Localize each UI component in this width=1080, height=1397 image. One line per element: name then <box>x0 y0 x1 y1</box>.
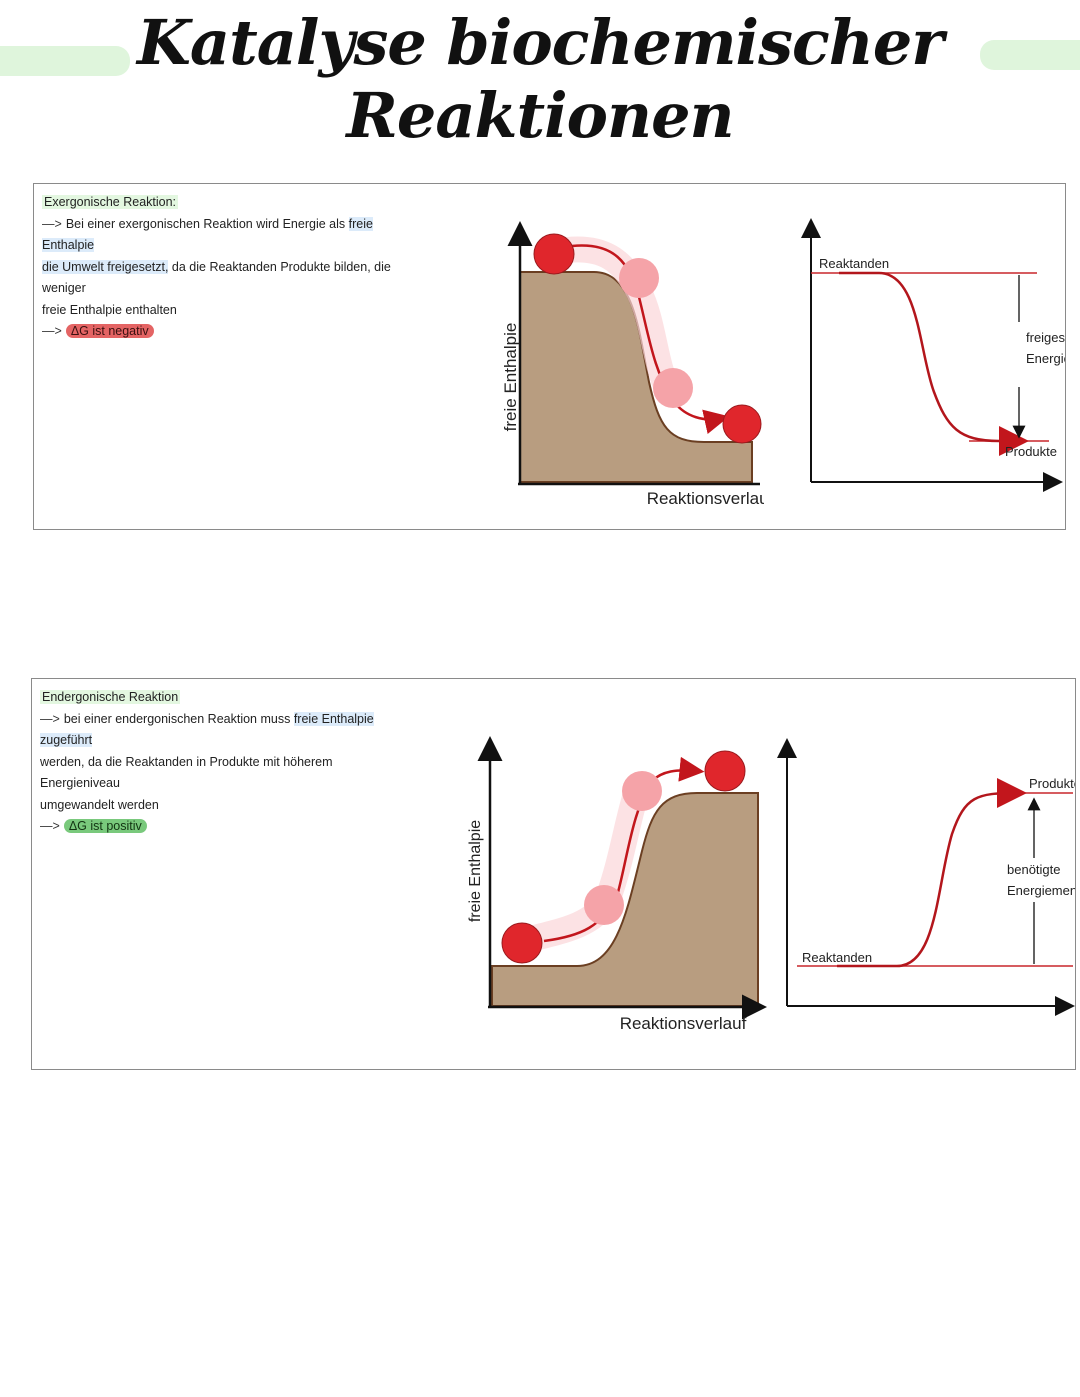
hill-x-label: Reaktionsverlauf <box>647 489 764 508</box>
product-label: Produkte <box>1029 776 1075 791</box>
ball-faded <box>653 368 693 408</box>
title-highlight-left <box>0 46 130 76</box>
ball-faded <box>622 771 662 811</box>
exergonic-panel: Exergonische Reaktion: —> Bei einer exerg… <box>33 183 1066 530</box>
reactant-label: Reaktanden <box>819 256 889 271</box>
ball-end <box>704 750 746 792</box>
hill-y-label: freie Enthalpie <box>467 820 484 922</box>
exergonic-heading: Exergonische Reaktion: <box>42 195 179 209</box>
endergonic-hill-diagram: freie Enthalpie Reaktionsverlauf <box>467 736 767 1033</box>
ball-faded <box>619 258 659 298</box>
hill-x-label: Reaktionsverlauf <box>620 1014 747 1033</box>
energy-label-1: freigesetzte <box>1026 330 1065 345</box>
endergonic-text-3: umgewandelt werden <box>40 797 159 812</box>
page-title: Katalyse biochemischer Reaktionen <box>137 6 944 152</box>
product-label: Produkte <box>1005 444 1057 459</box>
endergonic-text-2: werden, da die Reaktanden in Produkte mi… <box>40 754 333 791</box>
endergonic-panel: Endergonische Reaktion —> bei einer ender… <box>31 678 1076 1070</box>
arrow-icon: —> <box>42 216 62 231</box>
energy-label-1: benötigte <box>1007 862 1061 877</box>
title-highlight-right <box>980 40 1080 70</box>
exergonic-energy-curve: Reaktanden Produkte freigesetzte Energie… <box>801 218 1065 492</box>
energy-curve <box>839 271 1029 456</box>
energy-curve <box>837 778 1027 968</box>
exergonic-text-1: Bei einer exergonischen Reaktion wird En… <box>65 216 346 231</box>
reactant-label: Reaktanden <box>802 950 872 965</box>
exergonic-text-2: da die Reaktanden Produkte bilden, die w… <box>42 259 391 296</box>
exergonic-hill-diagram: freie Enthalpie Reaktionsverlauf <box>501 221 764 508</box>
arrow-icon: —> <box>40 819 60 833</box>
ball-start <box>533 233 575 275</box>
hill-shape <box>491 792 759 1007</box>
arrow-icon: —> <box>40 711 60 726</box>
motion-trail <box>509 778 650 954</box>
arrow-icon: —> <box>42 324 62 338</box>
endergonic-description: Endergonische Reaktion —> bei einer ender… <box>40 687 405 838</box>
energy-label-2: Energiemenge <box>1007 883 1075 898</box>
delta-g-positive-badge: ΔG ist positiv <box>63 819 147 833</box>
energy-label-2: Energiemenge <box>1026 351 1065 366</box>
exergonic-description: Exergonische Reaktion: —> Bei einer exerg… <box>42 192 407 343</box>
endergonic-heading: Endergonische Reaktion <box>40 690 181 704</box>
hill-y-label: freie Enthalpie <box>501 323 520 432</box>
motion-arrow <box>571 244 730 434</box>
delta-g-negative-badge: ΔG ist negativ <box>65 324 154 338</box>
endergonic-energy-curve: Reaktanden Produkte benötigte Energiemen… <box>777 738 1075 1016</box>
exergonic-text-3: freie Enthalpie enthalten <box>42 302 177 317</box>
motion-arrow <box>543 756 705 943</box>
ball-end <box>722 404 762 444</box>
endergonic-text-1: bei einer endergonischen Reaktion muss <box>63 711 291 726</box>
ball-start <box>501 922 543 964</box>
exergonic-highlight-2: die Umwelt freigesetzt, <box>42 259 169 274</box>
ball-faded <box>584 885 624 925</box>
